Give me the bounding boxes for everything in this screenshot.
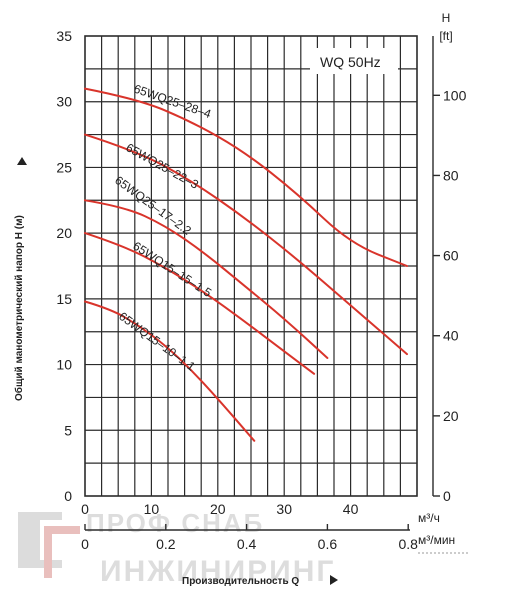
bottom-axis-ticks: 0 10 20 30 40 — [81, 501, 358, 517]
x-unit-secondary: м³/мин — [418, 533, 455, 547]
logo-mark-accent-icon — [44, 526, 80, 578]
right-axis-title-line1: H — [442, 11, 451, 25]
chart-annotation: WQ 50Hz — [320, 54, 381, 70]
logo-mark-icon — [18, 512, 62, 568]
right-axis-ticks: 0 20 40 60 80 100 — [433, 87, 467, 504]
y2-tick-label: 80 — [443, 167, 459, 183]
x-unit-primary: м³/ч — [418, 511, 440, 525]
y-tick-label: 15 — [56, 291, 72, 307]
y2-tick-label: 0 — [443, 488, 451, 504]
x-tick-label: 0 — [81, 501, 89, 517]
y-axis-title: Общий манометрический напор Н (м) — [13, 215, 25, 401]
x2-tick-label: 0.8 — [398, 536, 418, 552]
annotation-box — [310, 48, 398, 74]
x2-tick-label: 0 — [81, 536, 89, 552]
plot-frame — [84, 35, 418, 497]
y2-tick-label: 40 — [443, 328, 459, 344]
right-axis-title-line2: [ft] — [439, 29, 452, 43]
x-axis-arrow-icon — [330, 575, 338, 585]
y2-tick-label: 100 — [443, 87, 467, 103]
x-tick-label: 40 — [343, 501, 359, 517]
y-tick-label: 20 — [56, 225, 72, 241]
x-tick-label: 20 — [210, 501, 226, 517]
x-tick-label: 10 — [144, 501, 160, 517]
watermark-line1: ПРОФ СНАБ — [86, 508, 264, 538]
y2-tick-label: 60 — [443, 248, 459, 264]
y-tick-label: 35 — [56, 28, 72, 44]
curve-65wq25-17-2-2 — [84, 199, 329, 359]
watermark-logo: ПРОФ СНАБ ИНЖИНИРИНГ — [18, 508, 335, 588]
curve-65wq15-15-1-5 — [84, 232, 316, 375]
x-tick-label: 30 — [276, 501, 292, 517]
x-axis-title: Производительность Q — [182, 576, 299, 587]
y-axis-arrow-icon — [17, 157, 27, 165]
bottom-axis-secondary-ticks: 0 0.2 0.4 0.6 0.8 — [81, 524, 418, 552]
x2-tick-label: 0.6 — [318, 536, 338, 552]
x2-tick-label: 0.4 — [237, 536, 257, 552]
curve-65wq25-22-3 — [84, 133, 408, 356]
y-tick-label: 0 — [64, 488, 72, 504]
performance-curves — [84, 87, 408, 442]
y-tick-label: 10 — [56, 357, 72, 373]
y-tick-label: 5 — [64, 422, 72, 438]
y2-tick-label: 20 — [443, 408, 459, 424]
y-tick-label: 30 — [56, 94, 72, 110]
left-axis-ticks: 0 5 10 15 20 25 30 35 — [56, 28, 72, 504]
chart-grid — [85, 36, 417, 496]
x2-tick-label: 0.2 — [156, 536, 176, 552]
y-tick-label: 25 — [56, 159, 72, 175]
watermark-line2: ИНЖИНИРИНГ — [100, 555, 335, 588]
curve-65wq25-28-4 — [84, 87, 408, 267]
curve-65wq15-10-1-1 — [84, 300, 256, 442]
